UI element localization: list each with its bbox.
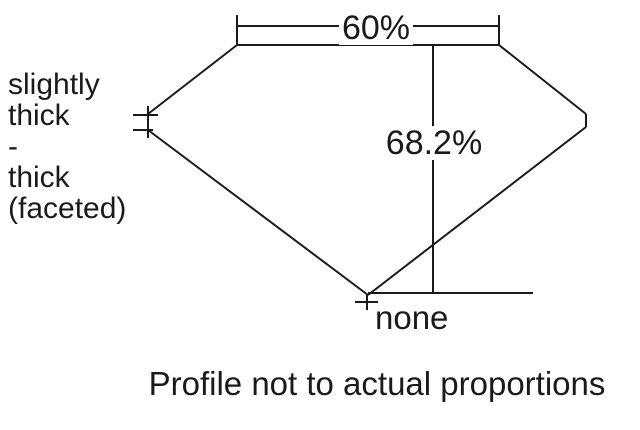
girdle-label-line-1: slightly	[8, 68, 100, 101]
girdle-label-line-4: thick	[8, 161, 70, 194]
culet-label: none	[375, 299, 449, 336]
girdle-thickness-label: slightly thick - thick (faceted)	[8, 69, 126, 224]
girdle-label-line-3: -	[8, 130, 18, 163]
depth-percentage-label: 68.2%	[382, 126, 486, 160]
crown-facet-left-line	[147, 44, 238, 115]
diagram-caption: Profile not to actual proportions	[148, 365, 606, 402]
girdle-label-line-5: (faceted)	[8, 192, 127, 225]
pavilion-facet-left-line	[147, 129, 369, 296]
pavilion-facet-right-line	[367, 126, 587, 296]
girdle-label-line-2: thick	[8, 99, 70, 132]
crown-facet-right-line	[498, 44, 587, 115]
table-width-label: 60%	[338, 11, 414, 45]
